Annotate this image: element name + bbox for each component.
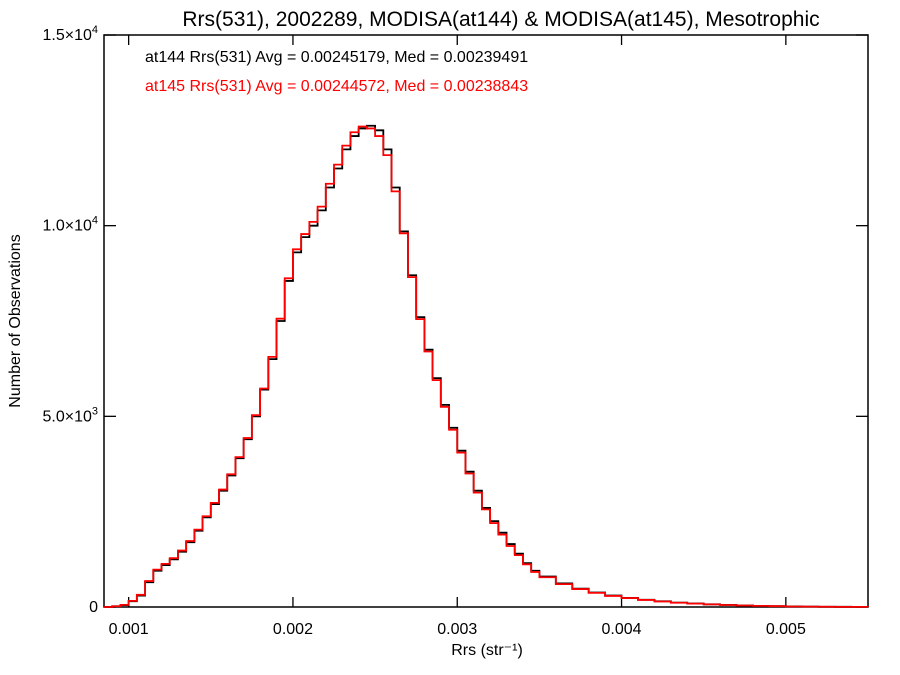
- annotation-at145: at145 Rrs(531) Avg = 0.00244572, Med = 0…: [145, 78, 528, 95]
- x-tick-label-1: 0.002: [273, 621, 313, 638]
- plot-frame: [103, 34, 869, 608]
- series-0: [104, 124, 869, 608]
- chart-title: Rrs(531), 2002289, MODISA(at144) & MODIS…: [182, 8, 819, 31]
- series-0-line: [104, 124, 869, 608]
- y-tick-label-0: 0: [89, 599, 98, 616]
- x-axis-label: Rrs (str⁻¹): [451, 642, 523, 659]
- x-axis-ticks: 0.001 0.002 0.003 0.004 0.005: [109, 35, 806, 638]
- y-tick-label-1: 5.0×103: [42, 405, 98, 425]
- y-tick-label-2: 1.0×104: [42, 215, 98, 235]
- annotation-at144: at144 Rrs(531) Avg = 0.00245179, Med = 0…: [145, 49, 528, 66]
- y-axis-label: Number of Observations: [7, 234, 24, 407]
- x-tick-label-4: 0.005: [766, 621, 806, 638]
- x-tick-label-0: 0.001: [109, 621, 149, 638]
- series-layer: [104, 124, 869, 608]
- series-1-line: [104, 125, 869, 608]
- x-tick-label-3: 0.004: [602, 621, 642, 638]
- series-1: [104, 125, 869, 608]
- x-tick-label-2: 0.003: [437, 621, 477, 638]
- y-tick-label-3: 1.5×104: [42, 24, 98, 44]
- y-axis-ticks: 0 5.0×103 1.0×104 1.5×104: [42, 24, 868, 616]
